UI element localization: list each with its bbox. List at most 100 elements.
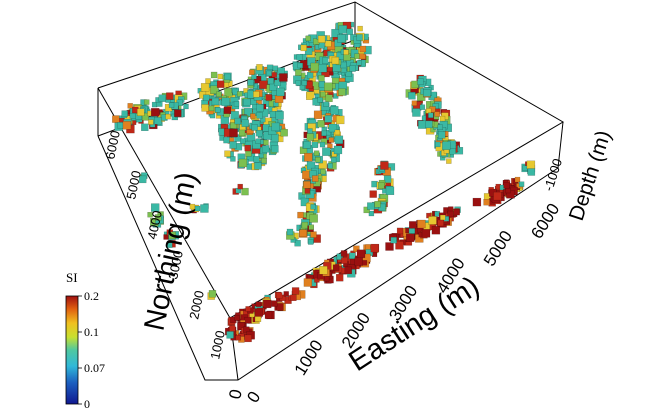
voxel: [263, 139, 269, 146]
voxel: [224, 73, 231, 81]
voxel: [261, 145, 270, 153]
voxel: [319, 141, 326, 148]
voxel: [244, 334, 252, 343]
voxel: [315, 52, 324, 61]
voxel: [254, 308, 264, 317]
voxel: [229, 141, 237, 149]
voxel: [256, 103, 264, 112]
voxel: [243, 98, 251, 107]
voxel: [310, 204, 316, 210]
voxel: [309, 214, 318, 223]
voxel: [299, 229, 307, 237]
voxel: [210, 85, 219, 95]
voxel: [154, 117, 162, 125]
voxel: [253, 75, 262, 84]
voxel: [241, 187, 249, 196]
box-top-face: [97, 1, 564, 319]
voxel: [428, 112, 434, 119]
voxel: [409, 221, 417, 229]
voxel: [493, 191, 502, 201]
voxel: [150, 108, 160, 117]
colorbar-label-min: 0: [84, 397, 90, 411]
voxel: [263, 299, 272, 309]
voxel: [296, 54, 303, 61]
voxel: [117, 122, 124, 129]
voxel: [368, 210, 375, 217]
voxel: [323, 275, 330, 282]
voxel: [141, 123, 149, 132]
voxel: [138, 175, 147, 184]
voxel: [279, 73, 288, 82]
voxel: [256, 112, 263, 119]
voxel: [269, 110, 277, 118]
voxel: [527, 168, 536, 176]
voxel: [230, 156, 236, 162]
voxel: [313, 110, 323, 120]
easting-tick-label: 6000: [527, 200, 563, 242]
voxel: [158, 94, 167, 102]
voxel: [256, 64, 263, 71]
voxel: [216, 80, 225, 88]
voxel: [390, 236, 397, 244]
voxel: [261, 157, 267, 164]
voxel: [331, 56, 340, 65]
voxel: [417, 78, 424, 85]
voxel: [189, 203, 196, 210]
voxel: [143, 99, 150, 105]
voxel: [503, 182, 510, 189]
voxel: [201, 104, 209, 112]
voxel: [194, 205, 201, 212]
voxel: [428, 216, 437, 225]
voxel: [318, 74, 325, 82]
voxel: [168, 231, 177, 240]
voxel: [526, 160, 536, 170]
voxel: [294, 239, 301, 247]
voxel: [200, 204, 209, 213]
voxel: [439, 115, 446, 122]
voxel: [340, 61, 347, 69]
voxel: [453, 208, 460, 216]
voxel: [369, 190, 377, 198]
voxel: [223, 136, 230, 144]
voxel: [127, 103, 133, 109]
voxel: [438, 131, 446, 139]
voxel: [312, 175, 319, 182]
voxel: [374, 200, 381, 208]
voxel: [283, 291, 289, 297]
voxel: [349, 252, 356, 260]
voxel: [330, 157, 337, 163]
voxel: [328, 137, 334, 143]
voxel: [264, 311, 273, 319]
voxel: [174, 109, 182, 118]
voxel: [301, 221, 309, 229]
voxel: [338, 88, 346, 96]
voxel: [280, 128, 288, 137]
voxel: [303, 278, 313, 287]
voxel: [356, 249, 366, 259]
voxel: [266, 70, 272, 77]
voxel: [315, 156, 321, 163]
northing-tick-label: 3000: [165, 249, 186, 280]
voxel: [483, 198, 490, 206]
voxel: [229, 325, 236, 332]
voxel: [211, 97, 220, 106]
voxel: [253, 155, 260, 163]
voxel: [307, 128, 313, 134]
voxel: [325, 94, 333, 103]
voxel: [313, 150, 320, 156]
voxel: [301, 80, 308, 86]
voxel: [322, 147, 331, 156]
voxel: [356, 60, 362, 66]
voxel: [244, 144, 251, 152]
voxel: [271, 300, 278, 307]
voxel: [229, 122, 237, 129]
voxel: [359, 45, 367, 53]
voxel: [396, 227, 404, 235]
voxel: [323, 101, 329, 107]
voxel: [344, 266, 352, 275]
voxel: [437, 219, 444, 227]
northing-tick-label: 5000: [123, 169, 144, 200]
voxel: [223, 106, 232, 114]
voxel: [229, 128, 238, 138]
